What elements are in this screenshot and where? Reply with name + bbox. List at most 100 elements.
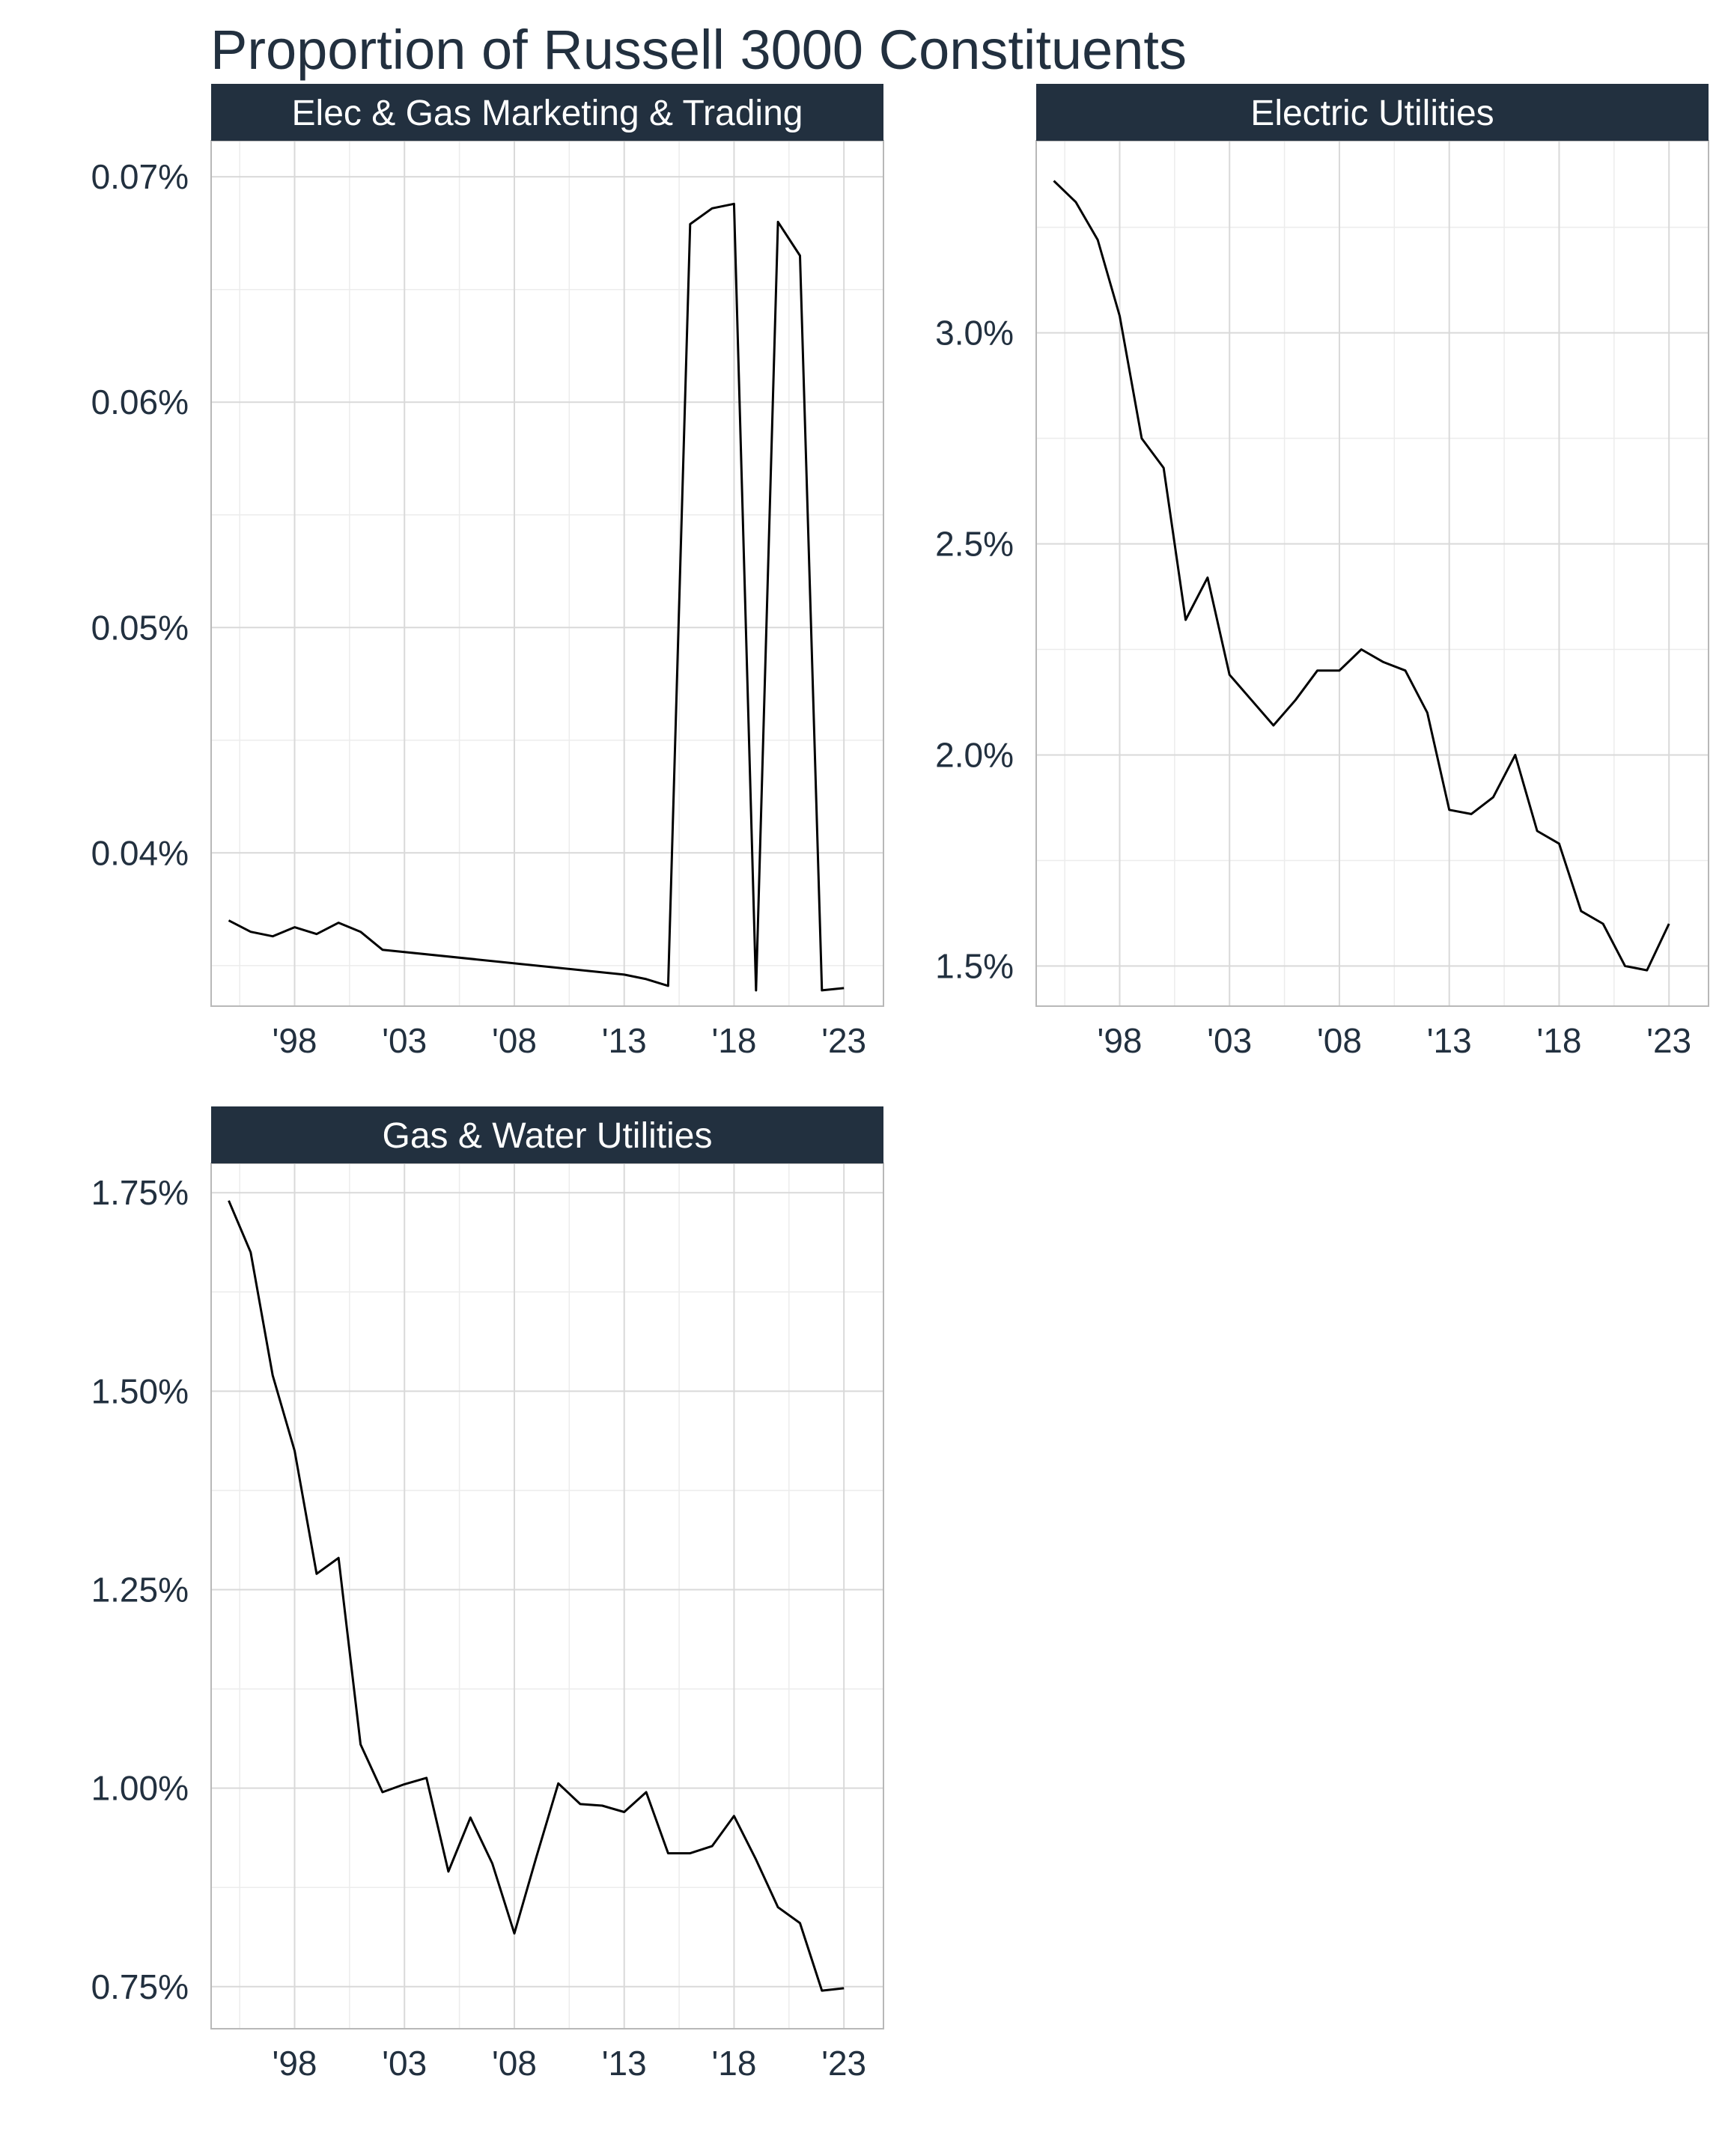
x-tick-label: '03	[382, 2044, 427, 2083]
y-tick-label: 1.00%	[91, 1769, 189, 1808]
x-tick-label: '98	[273, 2044, 317, 2083]
data-point	[1580, 910, 1583, 913]
data-point	[645, 978, 648, 981]
y-tick-label: 2.5%	[935, 525, 1014, 564]
data-point	[1536, 829, 1539, 832]
data-point	[1184, 618, 1187, 621]
data-point	[798, 255, 801, 258]
data-point	[600, 1804, 603, 1807]
data-point	[381, 948, 384, 951]
chart-title: Proportion of Russell 3000 Constituents	[210, 19, 1187, 81]
y-tick-label: 0.07%	[91, 157, 189, 196]
data-point	[227, 919, 230, 922]
x-tick-label: '08	[1317, 1021, 1362, 1060]
data-point	[755, 1858, 758, 1861]
y-tick-label: 1.5%	[935, 946, 1014, 985]
data-point	[359, 1743, 362, 1746]
data-point	[732, 1815, 735, 1818]
y-tick-label: 1.75%	[91, 1173, 189, 1212]
panels: 0.04% 0.05% 0.06% 0.07% '98 '03 '08 '13 '18 '23 El…	[91, 84, 1709, 2083]
x-tick-label: '13	[602, 2044, 647, 2083]
series-line	[228, 202, 845, 992]
x-tick-label: '03	[1207, 1021, 1252, 1060]
y-tick-label: 0.06%	[91, 383, 189, 421]
y-tick-label: 3.0%	[935, 314, 1014, 353]
facet-strip	[211, 84, 883, 141]
panel-3: 0.75% 1.00% 1.25% 1.50% 1.75% '98 '03 '08 '13 '18…	[91, 1106, 884, 2083]
data-point	[359, 931, 362, 934]
data-point	[293, 1449, 296, 1452]
data-point	[1382, 660, 1385, 663]
series-line	[1053, 180, 1670, 972]
data-point	[381, 1791, 384, 1794]
data-point	[271, 935, 274, 938]
y-tick-label: 0.05%	[91, 608, 189, 647]
data-point	[1140, 437, 1143, 440]
data-point	[821, 1989, 824, 1992]
data-point	[1667, 922, 1670, 925]
data-point	[776, 220, 779, 223]
data-point	[776, 1906, 779, 1909]
data-point	[798, 1922, 801, 1925]
data-point	[1338, 669, 1341, 672]
data-point	[271, 1374, 274, 1377]
data-point	[491, 1862, 494, 1865]
data-point	[821, 989, 824, 992]
data-point	[1206, 576, 1209, 579]
panel-1: 0.04% 0.05% 0.06% 0.07% '98 '03 '08 '13 '18 '23 El…	[91, 84, 884, 1060]
data-point	[1491, 796, 1494, 799]
data-point	[1646, 969, 1649, 972]
data-point	[842, 987, 845, 990]
data-point	[645, 1791, 648, 1794]
data-point	[732, 202, 735, 205]
panel-border	[210, 1163, 884, 2029]
data-point	[557, 1782, 560, 1785]
data-point	[315, 933, 318, 936]
data-point	[1119, 314, 1122, 317]
data-point	[1601, 922, 1604, 925]
panel-border	[210, 140, 884, 1007]
data-point	[689, 222, 692, 225]
data-point	[1228, 673, 1231, 676]
data-point	[1448, 808, 1451, 811]
x-tick-label: '08	[492, 2044, 537, 2083]
data-point	[227, 1199, 230, 1202]
data-point	[535, 1856, 538, 1859]
facet-strip-label: Electric Utilities	[1250, 94, 1494, 133]
x-tick-label: '18	[711, 2044, 756, 2083]
x-tick-label: '23	[821, 2044, 866, 2083]
x-tick-label: '13	[602, 1021, 647, 1060]
panel-border	[1035, 140, 1709, 1007]
facet-strip-label: Gas & Water Utilities	[383, 1116, 713, 1156]
y-tick-label: 2.0%	[935, 735, 1014, 774]
data-point	[711, 1845, 714, 1848]
data-point	[425, 1776, 428, 1779]
x-tick-label: '13	[1427, 1021, 1472, 1060]
panel-2: 1.5% 2.0% 2.5% 3.0% '98 '03 '08 '13 '18 '23 Electr…	[935, 84, 1709, 1060]
data-point	[447, 1870, 450, 1873]
data-point	[337, 1556, 340, 1559]
y-tick-label: 0.75%	[91, 1967, 189, 2006]
data-point	[1426, 711, 1429, 714]
x-tick-label: '03	[382, 1021, 427, 1060]
x-tick-label: '23	[1646, 1021, 1691, 1060]
data-point	[711, 207, 714, 210]
data-point	[513, 1932, 516, 1935]
data-point	[1162, 466, 1165, 469]
facet-strip	[1036, 84, 1709, 141]
data-point	[1514, 753, 1517, 756]
data-point	[293, 926, 296, 929]
data-point	[1623, 964, 1626, 967]
data-point	[1272, 724, 1275, 727]
facet-strip	[211, 1106, 883, 1163]
x-tick-label: '23	[821, 1021, 866, 1060]
data-point	[1074, 201, 1077, 204]
data-point	[1470, 812, 1473, 815]
data-point	[579, 1803, 582, 1806]
data-point	[249, 931, 252, 934]
data-point	[666, 984, 669, 987]
series-line	[228, 1200, 845, 1992]
data-point	[403, 1782, 406, 1785]
data-point	[1052, 180, 1055, 183]
